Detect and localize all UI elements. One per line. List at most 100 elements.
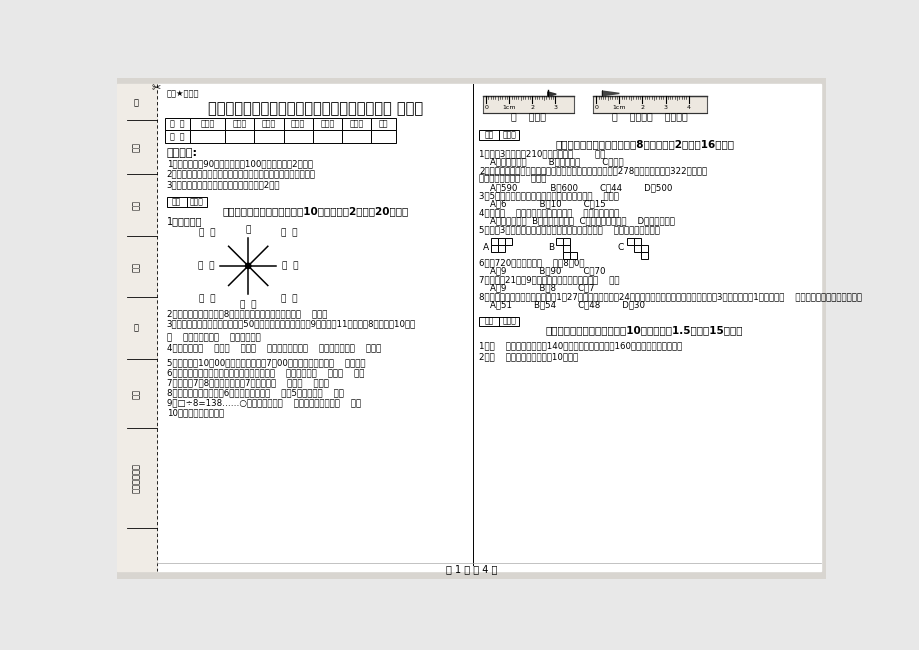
Bar [225,131,254,143]
Text: （    ）毫米: （ ）毫米 [510,114,545,123]
Text: 2: 2 [640,105,643,110]
Text: 得分: 得分 [484,131,494,140]
Bar [562,238,570,245]
Text: A、6            B、10        C、15: A、6 B、10 C、15 [479,200,606,209]
Bar [117,84,157,571]
Bar [166,198,207,207]
Text: 得  分: 得 分 [170,132,185,141]
Bar [497,245,504,252]
Text: 选择题: 选择题 [233,120,246,129]
Text: 应用题: 应用题 [349,120,364,129]
Bar [312,131,342,143]
Text: 广州新电视塔高（    ）米。: 广州新电视塔高（ ）米。 [479,174,546,183]
Text: 学号: 学号 [132,142,141,152]
Bar [490,238,497,245]
Bar [165,131,189,143]
Text: （  ）: （ ） [199,228,215,237]
Bar [371,131,395,143]
Text: 计算题: 计算题 [290,120,305,129]
Text: 5、下列3个图形中，每个小正方形都一样大，那么（    ）图形的周长最长。: 5、下列3个图形中，每个小正方形都一样大，那么（ ）图形的周长最长。 [479,225,659,234]
Text: （  ）: （ ） [280,294,297,304]
Text: 4: 4 [686,105,690,110]
Bar [570,252,576,259]
Bar [189,118,225,131]
Bar [593,96,707,113]
Text: 1、填一填。: 1、填一填。 [166,216,202,226]
Text: （    ）跑得最快，（    ）跑得最慢。: （ ）跑得最快，（ ）跑得最慢。 [166,333,260,343]
Text: 总分: 总分 [379,120,388,129]
Text: 6、在进位加法中，不管哪一位上的数相加满（    ），都要向（    ）进（    ）。: 6、在进位加法中，不管哪一位上的数相加满（ ），都要向（ ）进（ ）。 [166,369,364,378]
Text: 1cm: 1cm [502,105,516,110]
Text: 班级: 班级 [132,262,141,272]
Bar [504,238,511,245]
Text: 评卷人: 评卷人 [189,198,203,207]
Bar [312,118,342,131]
Text: 2、广州新电视塔是广州市目前最高的建筑，它比中信大厦高278米，中信大厦高322米，那么: 2、广州新电视塔是广州市目前最高的建筑，它比中信大厦高278米，中信大厦高322… [479,166,707,175]
Text: 三、仔细推敲，正确判断（共10小题，每题1.5分，共15分）。: 三、仔细推敲，正确判断（共10小题，每题1.5分，共15分）。 [545,326,743,335]
Text: 0: 0 [483,105,488,110]
Text: （  ）: （ ） [280,228,297,237]
Circle shape [245,263,251,268]
Text: C: C [618,243,623,252]
Bar [562,252,570,259]
Text: 内: 内 [134,324,139,333]
Text: 2、请首先按要求在试卷的指定位置填写您的姓名、班级、学号。: 2、请首先按要求在试卷的指定位置填写您的姓名、班级、学号。 [166,170,315,179]
Text: B: B [548,243,554,252]
Text: 学校: 学校 [132,389,141,398]
Bar [479,317,518,326]
Text: 7、要使口21除以9的商是三位数，口里只能填（    ）。: 7、要使口21除以9的商是三位数，口里只能填（ ）。 [479,275,619,284]
Text: 7、时针在7和8之间，分针指向7，这时是（    ）时（    ）分。: 7、时针在7和8之间，分针指向7，这时是（ ）时（ ）分。 [166,378,328,387]
Text: A、乘公共汽车        B、骑自行车        C、步行: A、乘公共汽车 B、骑自行车 C、步行 [479,157,623,166]
Text: 3、体育老师对第一小组同学进行50米跑测试，成绩如下小红9秒，小明11秒，小月8秒，小军10秒，: 3、体育老师对第一小组同学进行50米跑测试，成绩如下小红9秒，小明11秒，小月8… [166,319,415,328]
Polygon shape [602,91,618,96]
Text: 绝密★启用前: 绝密★启用前 [166,89,199,98]
Text: 一、用心思考，正确填空（共10小题，每题2分，共20分）。: 一、用心思考，正确填空（共10小题，每题2分，共20分）。 [222,206,409,216]
Bar [497,238,504,245]
Bar [189,131,225,143]
Text: 0: 0 [594,105,597,110]
Bar [342,131,371,143]
Text: 1、爸爸3小时行了210千米，他是（        ）。: 1、爸爸3小时行了210千米，他是（ ）。 [479,149,605,158]
Text: 1、考试时间：90分钟，满分为100分（含卷面分2分）。: 1、考试时间：90分钟，满分为100分（含卷面分2分）。 [166,159,312,168]
Bar [254,118,283,131]
Text: 2、（    ）小明家客厅面积是10公顷。: 2、（ ）小明家客厅面积是10公顷。 [479,352,578,361]
Text: 4、你出生于（    ）年（    ）月（    ）日，那一年是（    ）年，全年有（    ）天，: 4、你出生于（ ）年（ ）月（ ）日，那一年是（ ）年，全年有（ ）天， [166,344,380,353]
Text: （  ）: （ ） [282,261,299,270]
Text: （  ）: （ ） [199,294,215,304]
Bar [283,131,312,143]
Bar [641,252,647,259]
Text: ✂: ✂ [152,83,161,93]
Text: 二、反复比较，慎重选择（共8小题，每题2分，共16分）。: 二、反复比较，慎重选择（共8小题，每题2分，共16分）。 [555,139,733,150]
Bar [641,245,647,252]
Text: 题  号: 题 号 [170,120,185,129]
Text: A、51        B、54        C、48        D、30: A、51 B、54 C、48 D、30 [479,301,644,309]
Bar [371,118,395,131]
Text: 3、5名同学打乒乓球，每两人打一场，共要打（    ）场。: 3、5名同学打乒乓球，每两人打一场，共要打（ ）场。 [479,191,618,200]
Text: 9、□÷8=138……○，余数最大填（    ），这时被除数是（    ）。: 9、□÷8=138……○，余数最大填（ ），这时被除数是（ ）。 [166,398,360,408]
Text: 评卷人: 评卷人 [502,317,516,326]
Bar [283,118,312,131]
Text: 考试须知:: 考试须知: [166,148,198,158]
Text: （    ）厘米（    ）毫米。: （ ）厘米（ ）毫米。 [612,114,687,123]
Bar [479,131,518,140]
Text: 评卷人: 评卷人 [502,131,516,140]
Text: （  ）: （ ） [198,261,214,270]
Text: 2: 2 [529,105,534,110]
Text: 密: 密 [134,98,139,107]
Bar [562,245,570,252]
Polygon shape [547,92,556,96]
Text: 1cm: 1cm [612,105,626,110]
Text: 4、明天（    ）会下雨，今天下午我（    ）游遍全世界。: 4、明天（ ）会下雨，今天下午我（ ）游遍全世界。 [479,208,618,217]
Text: 通化市实验小学三年级数学下学期自我检测试题 附答案: 通化市实验小学三年级数学下学期自我检测试题 附答案 [209,101,423,116]
Text: （  ）: （ ） [240,301,256,309]
Text: 得分: 得分 [484,317,494,326]
Text: A: A [482,243,489,252]
Text: 北: 北 [245,225,251,234]
Text: 姓名: 姓名 [132,200,141,210]
Text: 3、不要在试卷上乱写乱画，卷面不整洁扣2分。: 3、不要在试卷上乱写乱画，卷面不整洁扣2分。 [166,181,279,190]
Bar [482,96,573,113]
Text: 综合题: 综合题 [320,120,335,129]
Bar [254,131,283,143]
Text: 3: 3 [663,105,667,110]
Bar [225,118,254,131]
